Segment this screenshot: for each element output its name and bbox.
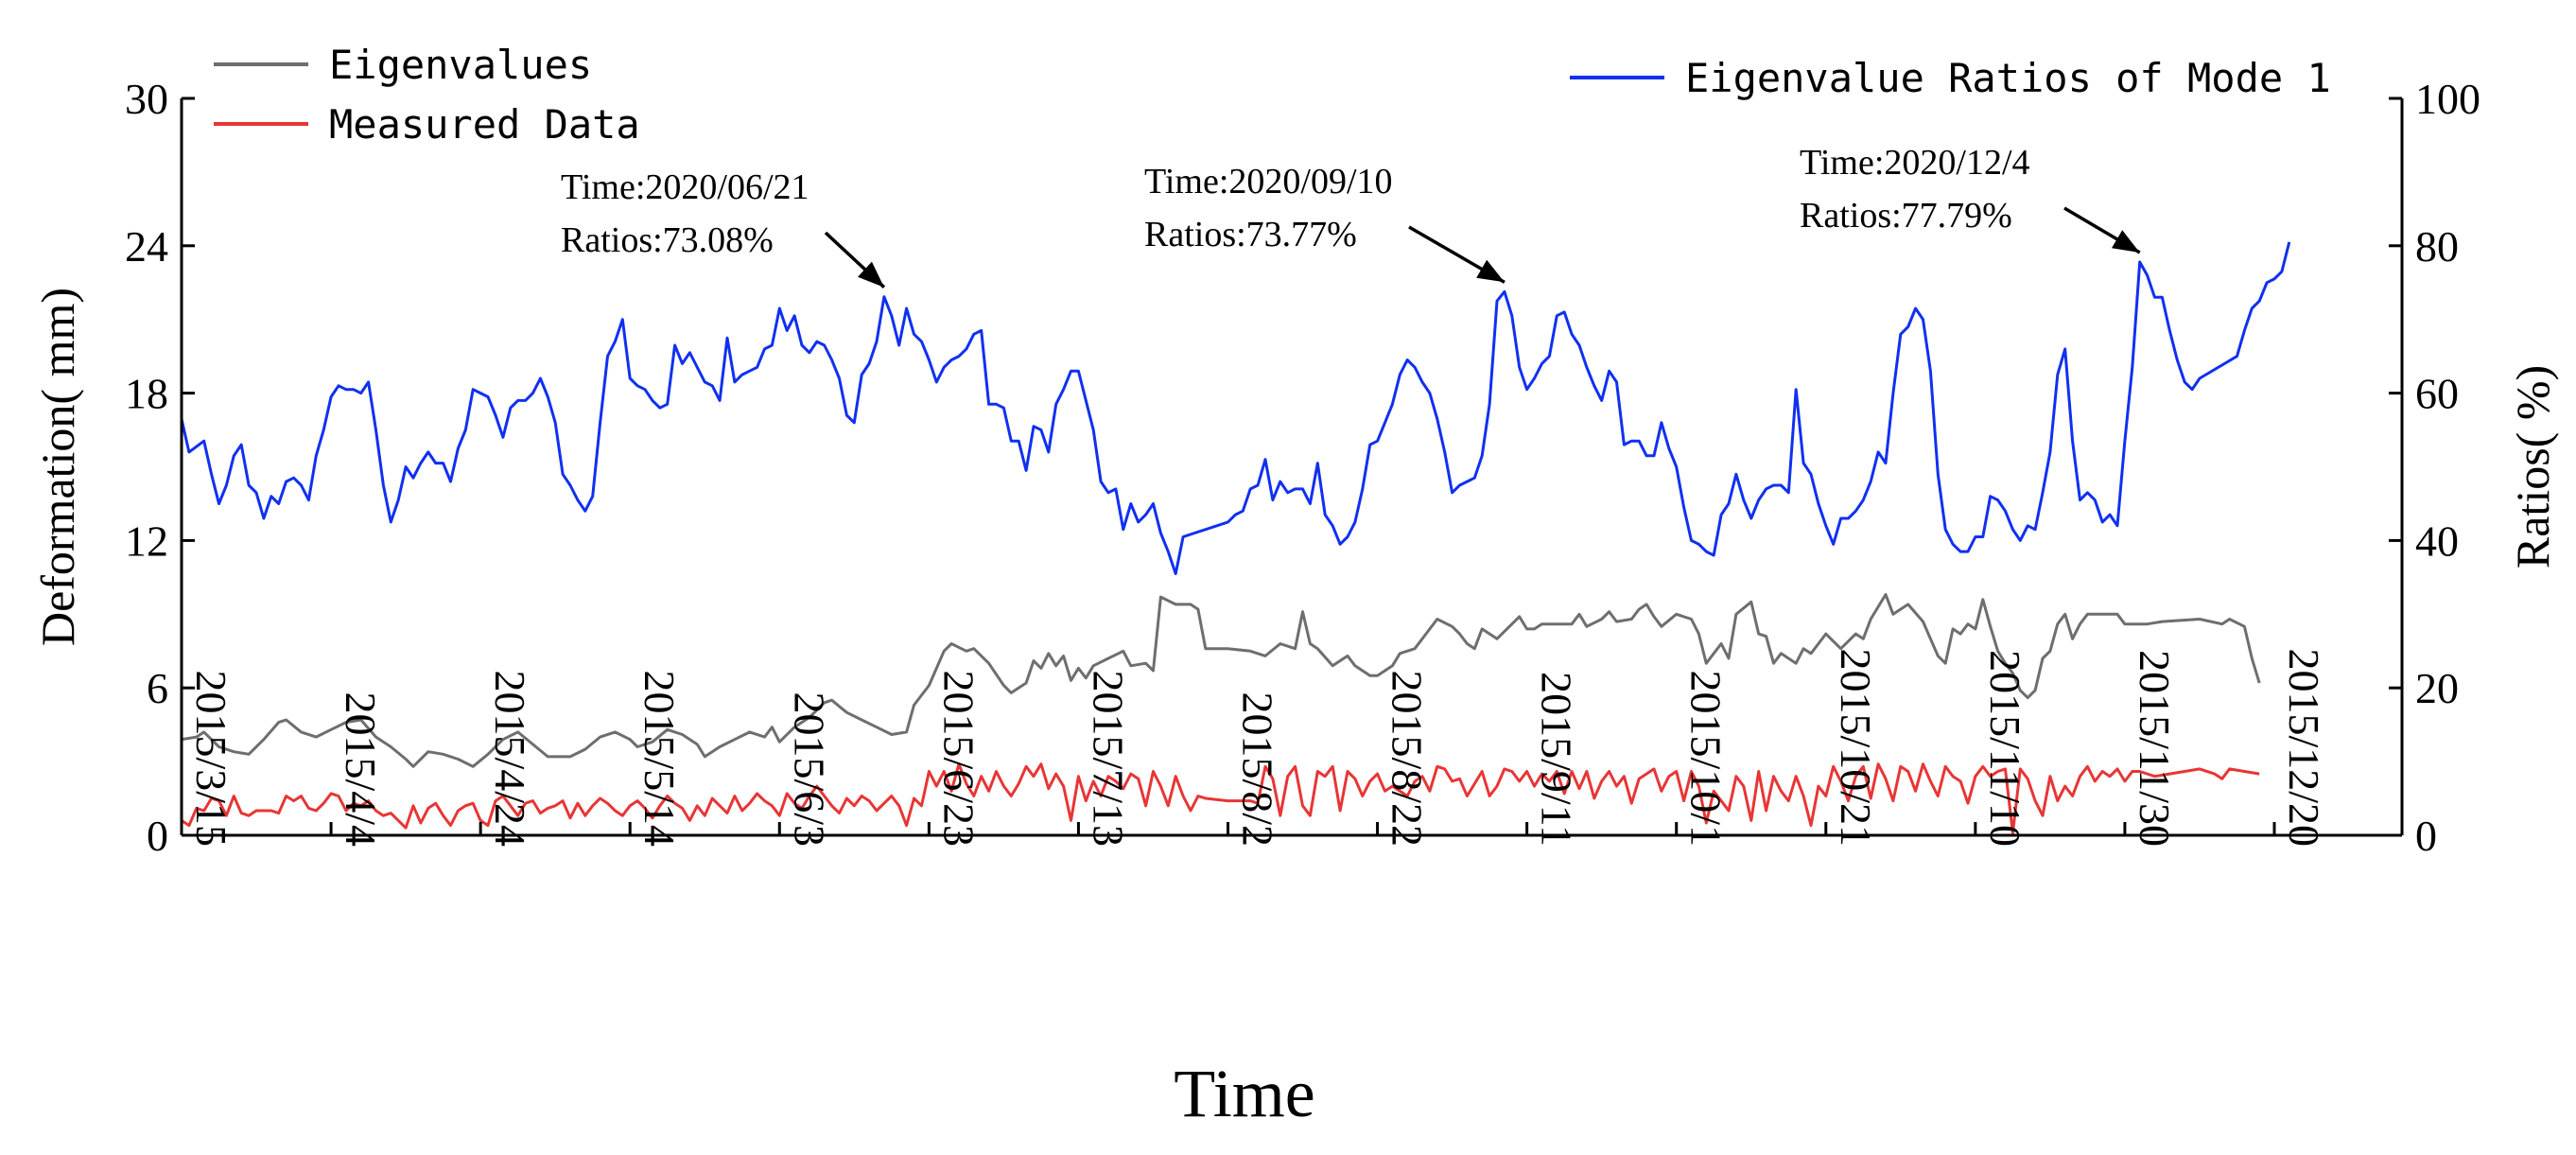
legend-label: Eigenvalue Ratios of Mode 1 <box>1685 55 2331 101</box>
x-tick-label: 2015/4/24 <box>486 670 534 847</box>
y-left-tick-label: 24 <box>125 222 168 271</box>
y-right-tick-label: 100 <box>2415 75 2480 123</box>
eigenvalues-line <box>181 593 2261 768</box>
plot-lines <box>180 241 2291 834</box>
x-tick-label: 2015/10/1 <box>1682 670 1731 847</box>
y-left-tick-label: 18 <box>125 370 168 418</box>
y-right-tick-label: 80 <box>2415 222 2459 271</box>
annotation-time-label: Time:2020/06/21 <box>561 167 809 207</box>
annotation-ratio-label: Ratios:73.08% <box>561 220 774 260</box>
x-tick-label: 2015/9/11 <box>1533 672 1581 847</box>
legend-label: Measured Data <box>329 101 640 148</box>
y-right-tick-label: 0 <box>2415 812 2437 860</box>
x-tick-label: 2015/6/23 <box>934 670 983 847</box>
x-axis-title: Time <box>1174 1056 1314 1131</box>
legend: Eigenvalues Measured Data Eigenvalue Ratio… <box>214 42 2331 148</box>
y-left-tick-label: 6 <box>147 664 168 712</box>
y-left-tick-label: 12 <box>125 516 168 565</box>
y-left-tick-label: 0 <box>147 812 168 860</box>
annotation-time-label: Time:2020/12/4 <box>1800 143 2030 183</box>
annotation-arrow-head <box>1476 259 1505 283</box>
annotation-time-label: Time:2020/09/10 <box>1144 162 1393 201</box>
x-tick-label: 2015/5/14 <box>635 670 684 847</box>
y-left-tick-label: 30 <box>125 75 168 123</box>
y-right-tick-label: 60 <box>2415 370 2459 418</box>
x-tick-label: 2015/6/3 <box>785 691 833 847</box>
annotation-ratio-label: Ratios:73.77% <box>1144 215 1357 254</box>
annotation-ratio-label: Ratios:77.79% <box>1800 196 2012 236</box>
legend-label: Eigenvalues <box>329 42 592 88</box>
annotations: Time:2020/06/21 Ratios:73.08% Time:2020/09… <box>561 143 2141 289</box>
y-right-axis-title: Ratios( %) <box>2506 365 2559 569</box>
x-tick-label: 2015/12/20 <box>2280 648 2328 847</box>
y-right-tick-label: 20 <box>2415 664 2459 712</box>
axes: 0 6 12 18 24 30 0 20 40 60 80 100 2015/3/15 2015/4/4 2… <box>31 75 2559 1131</box>
x-tick-label: 2015/11/10 <box>1981 650 2029 847</box>
x-tick-label: 2015/11/30 <box>2131 650 2179 847</box>
eigenvalue-ratios-line <box>180 241 2291 575</box>
annotation-arrow-head <box>858 261 884 288</box>
annotation-arrow-head <box>2112 230 2140 253</box>
x-tick-label: 2015/7/13 <box>1084 670 1132 847</box>
x-tick-label: 2015/8/22 <box>1384 670 1432 847</box>
y-right-tick-label: 40 <box>2415 516 2459 565</box>
y-left-axis-title: Deformation( mm) <box>31 288 84 646</box>
x-tick-label: 2015/10/21 <box>1832 648 1880 847</box>
measured-data-line <box>181 762 2260 834</box>
x-tick-label: 2015/3/15 <box>187 670 235 847</box>
x-tick-label: 2015/4/4 <box>337 691 385 847</box>
x-tick-label: 2015/8/2 <box>1234 691 1282 847</box>
